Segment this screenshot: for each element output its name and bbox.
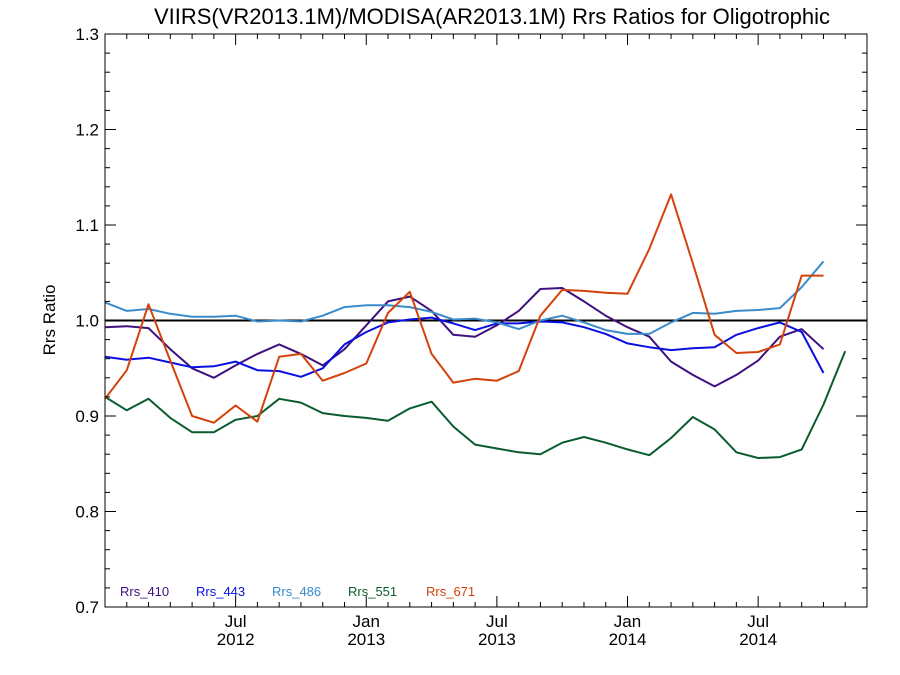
x-tick-month: Jul: [486, 612, 508, 631]
y-tick-label: 0.8: [75, 503, 99, 522]
series-line-rrs-443: [104, 316, 825, 378]
y-tick-label: 0.9: [75, 407, 99, 426]
plot-area: [104, 33, 868, 608]
legend: Rrs_410 Rrs_443 Rrs_486 Rrs_551 Rrs_671: [120, 584, 475, 599]
y-tick-label: 1.3: [75, 25, 99, 44]
x-tick-year: 2013: [478, 630, 516, 649]
y-axis-label: Rrs Ratio: [40, 285, 59, 356]
legend-entry: Rrs_443: [196, 584, 245, 599]
x-tick-month: Jan: [614, 612, 641, 631]
x-tick-year: 2014: [609, 630, 647, 649]
plot-frame: [104, 33, 868, 608]
legend-entry: Rrs_671: [426, 584, 475, 599]
legend-entry: Rrs_551: [348, 584, 397, 599]
x-tick-year: 2012: [217, 630, 255, 649]
y-tick-label: 1.0: [75, 312, 99, 331]
series-line-rrs-410: [104, 287, 825, 388]
x-tick-month: Jul: [747, 612, 769, 631]
series-group: [104, 193, 847, 459]
legend-entry: Rrs_410: [120, 584, 169, 599]
y-tick-labels: 0.7 0.8 0.9 1.0 1.1 1.2 1.3: [75, 25, 99, 617]
chart-title: VIIRS(VR2013.1M)/MODISA(AR2013.1M) Rrs R…: [154, 4, 830, 29]
series-line-rrs-551: [104, 350, 847, 459]
x-tick-month: Jul: [225, 612, 247, 631]
x-tick-year: 2013: [347, 630, 385, 649]
series-line-rrs-671: [104, 193, 824, 424]
x-tick-year: 2014: [739, 630, 777, 649]
x-tick-month: Jan: [353, 612, 380, 631]
legend-entry: Rrs_486: [272, 584, 321, 599]
y-tick-label: 1.2: [75, 121, 99, 140]
y-tick-label: 0.7: [75, 598, 99, 617]
y-tick-label: 1.1: [75, 216, 99, 235]
series-line-rrs-486: [104, 260, 825, 335]
